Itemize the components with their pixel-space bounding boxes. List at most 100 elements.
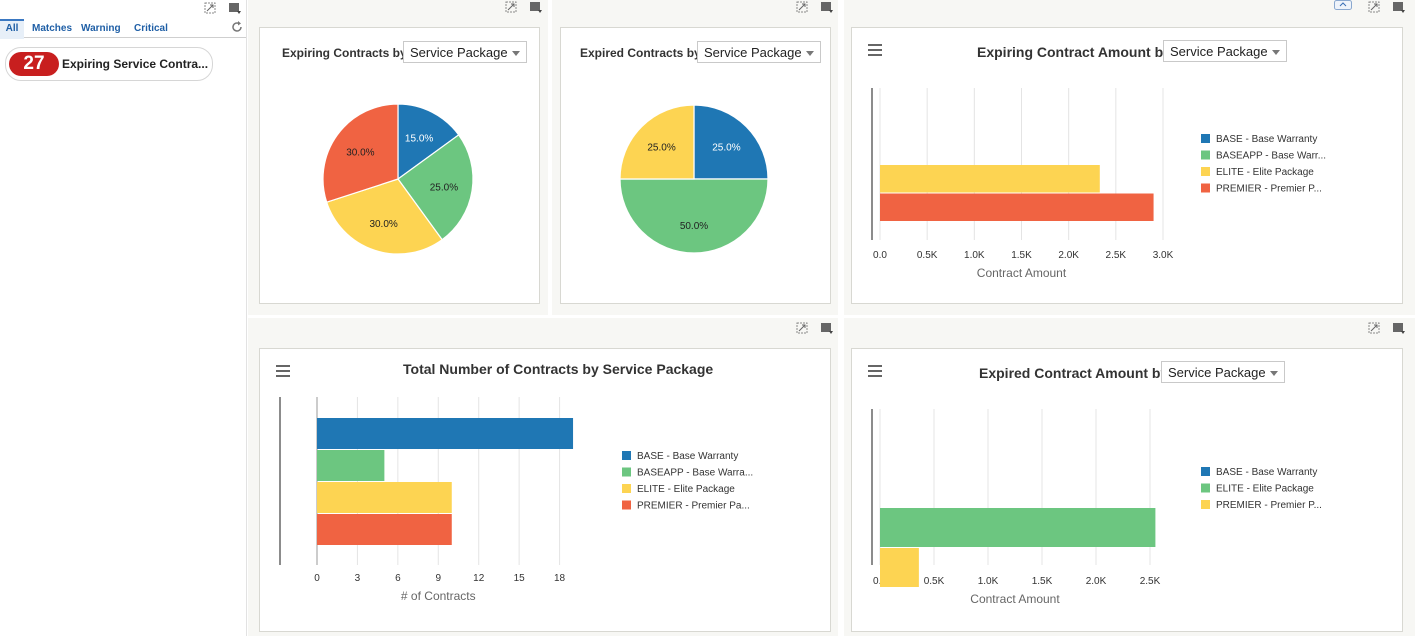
tab-all[interactable]: All: [0, 19, 24, 39]
x-tick-label: 6: [395, 573, 401, 584]
expired-pie-chart: 25.0% 50.0% 25.0%: [619, 104, 769, 254]
y-axis: [871, 88, 873, 240]
legend-item[interactable]: PREMIER - Premier Pa...: [637, 501, 750, 512]
x-tick-label: 1.5K: [1011, 250, 1032, 261]
legend-swatch: [1201, 467, 1210, 476]
x-tick-label: 2.0K: [1086, 576, 1107, 587]
legend-swatch: [1201, 167, 1210, 176]
menu-icon[interactable]: [868, 365, 882, 377]
x-tick-label: 0.0: [873, 250, 887, 261]
pie-data-label: 25.0%: [712, 143, 740, 154]
infotile-expiring-service-contracts[interactable]: 27 Expiring Service Contra...: [5, 47, 213, 81]
panel-title: Expired Contract Amount by: [979, 365, 1169, 381]
tab-warning[interactable]: Warning: [81, 23, 121, 34]
x-tick-label: 9: [436, 573, 442, 584]
actions-icon[interactable]: [821, 322, 833, 334]
expiring-contracts-panel: Expiring Contracts by Service Package 15…: [259, 27, 540, 304]
pie-data-label: 25.0%: [647, 143, 675, 154]
legend-item[interactable]: ELITE - Elite Package: [1216, 484, 1314, 495]
maximize-icon[interactable]: [1368, 1, 1380, 13]
bar[interactable]: [317, 482, 452, 513]
group-by-select[interactable]: Service Package: [1161, 361, 1285, 383]
actions-icon[interactable]: [1393, 322, 1405, 334]
bar[interactable]: [317, 514, 452, 545]
column-gap: [838, 0, 844, 636]
pie-slice[interactable]: [322, 103, 399, 203]
column-gap: [548, 0, 552, 315]
menu-icon[interactable]: [276, 365, 290, 377]
x-tick-label: 3: [355, 573, 361, 584]
pie-data-label: 50.0%: [680, 221, 708, 232]
group-by-select[interactable]: Service Package: [403, 41, 527, 63]
legend-swatch: [622, 484, 631, 493]
bar[interactable]: [880, 548, 919, 587]
x-tick-label: 2.0K: [1058, 250, 1079, 261]
row-gap: [248, 315, 1415, 318]
pie-slice[interactable]: [397, 134, 474, 241]
expired-amount-panel: Expired Contract Amount by Service Packa…: [851, 348, 1403, 632]
tab-critical[interactable]: Critical: [134, 23, 168, 34]
select-value: Service Package: [1168, 365, 1266, 380]
x-tick-label: 0: [314, 573, 320, 584]
legend-item[interactable]: BASE - Base Warranty: [1216, 467, 1317, 478]
legend-item[interactable]: PREMIER - Premier P...: [1216, 500, 1322, 511]
y-axis: [871, 409, 873, 565]
legend-swatch: [622, 451, 631, 460]
legend-item[interactable]: BASE - Base Warranty: [637, 451, 738, 462]
legend-swatch: [1201, 150, 1210, 160]
bar[interactable]: [880, 193, 1154, 222]
legend-item[interactable]: BASEAPP - Base Warra...: [637, 468, 753, 479]
bar[interactable]: [880, 165, 1100, 193]
legend-item[interactable]: BASE - Base Warranty: [1216, 134, 1317, 145]
infotile-label: Expiring Service Contra...: [62, 57, 209, 71]
group-by-select[interactable]: Service Package: [697, 41, 821, 63]
legend-item[interactable]: PREMIER - Premier P...: [1216, 184, 1322, 195]
panel-title: Total Number of Contracts by Service Pac…: [403, 361, 714, 377]
maximize-icon[interactable]: [1368, 322, 1380, 334]
select-value: Service Package: [410, 45, 508, 60]
legend-item[interactable]: ELITE - Elite Package: [637, 484, 735, 495]
collapse-icon[interactable]: [1334, 0, 1352, 10]
pie-slice[interactable]: [325, 178, 443, 255]
pie-data-label: 15.0%: [405, 134, 433, 145]
actions-icon[interactable]: [1393, 1, 1405, 13]
pie-slice[interactable]: [397, 103, 460, 181]
tab-matches[interactable]: Matches: [32, 23, 73, 34]
refresh-icon[interactable]: [231, 21, 243, 33]
chevron-down-icon: [806, 51, 814, 56]
maximize-icon[interactable]: [796, 322, 808, 334]
legend-item[interactable]: BASEAPP - Base Warr...: [1216, 151, 1326, 162]
maximize-icon[interactable]: [204, 2, 216, 14]
group-by-select[interactable]: Service Package: [1163, 40, 1287, 62]
pie-slice[interactable]: [619, 104, 695, 180]
select-value: Service Package: [704, 45, 802, 60]
legend-swatch: [1201, 500, 1210, 509]
total-number-bar-chart: 0 3 6 9 12 15 18 # of Contracts BASE - Base Warr…: [279, 397, 753, 603]
bar[interactable]: [317, 418, 574, 449]
panel-title: Expiring Contracts by: [282, 46, 407, 60]
x-axis-title: Contract Amount: [977, 266, 1067, 280]
chevron-down-icon: [1272, 50, 1280, 55]
maximize-icon[interactable]: [505, 1, 517, 13]
legend-swatch: [1201, 483, 1210, 493]
legend-swatch: [1201, 134, 1210, 143]
bar[interactable]: [880, 508, 1156, 547]
actions-icon[interactable]: [530, 1, 542, 13]
maximize-icon[interactable]: [796, 1, 808, 13]
x-tick-label: 1.5K: [1032, 576, 1053, 587]
actions-icon[interactable]: [821, 1, 833, 13]
sidebar: All Matches Warning Critical 27 Expiring…: [0, 0, 247, 636]
x-tick-label: 18: [554, 573, 566, 584]
chevron-down-icon: [1270, 371, 1278, 376]
actions-icon[interactable]: [229, 2, 241, 14]
pie-slice[interactable]: [693, 104, 769, 180]
menu-icon[interactable]: [868, 44, 882, 56]
x-tick-label: 1.0K: [964, 250, 985, 261]
pie-data-label: 30.0%: [346, 148, 374, 159]
bar[interactable]: [317, 450, 385, 481]
expiring-pie-chart: 15.0% 25.0% 30.0% 30.0%: [322, 103, 474, 255]
legend-item[interactable]: ELITE - Elite Package: [1216, 167, 1314, 178]
x-tick-label: 1.0K: [978, 576, 999, 587]
legend-swatch: [1201, 183, 1210, 193]
pie-slice[interactable]: [619, 178, 769, 254]
